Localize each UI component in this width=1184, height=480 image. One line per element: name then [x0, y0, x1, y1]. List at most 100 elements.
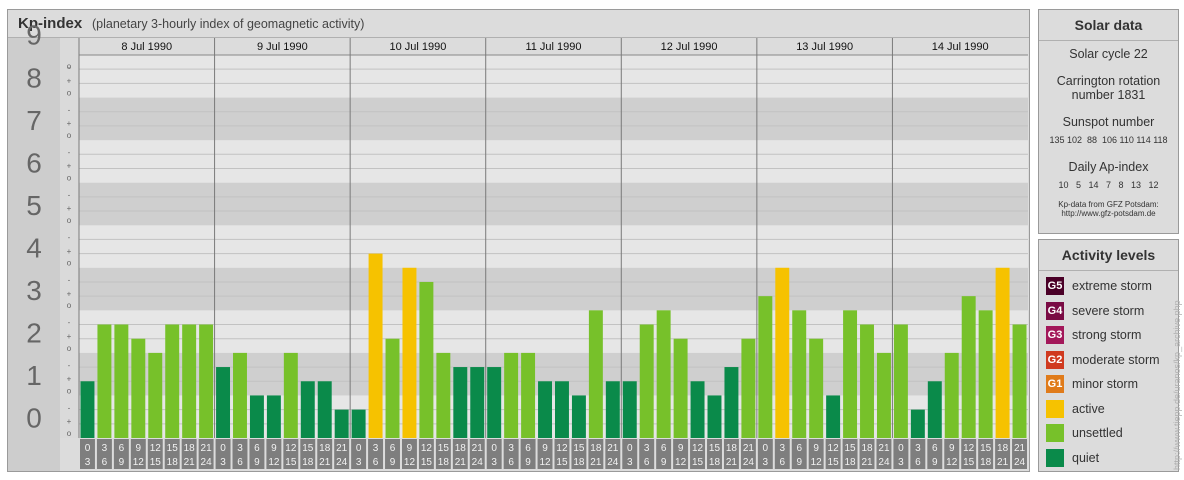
interval-cell: [605, 439, 621, 469]
activity-level-label: unsettled: [1072, 426, 1123, 440]
interval-end-label: 3: [491, 457, 497, 468]
kp-bar: [317, 381, 332, 438]
kp-bar: [860, 324, 874, 438]
interval-cell: [622, 439, 638, 469]
interval-start-label: 6: [525, 443, 531, 454]
interval-start-label: 15: [845, 443, 857, 454]
kp-band: [79, 310, 1028, 353]
interval-end-label: 12: [404, 457, 416, 468]
interval-cell: [876, 439, 892, 469]
kp-bar: [453, 367, 468, 438]
interval-start-label: 9: [678, 443, 684, 454]
interval-start-label: 15: [302, 443, 314, 454]
interval-start-label: 21: [743, 443, 755, 454]
interval-end-label: 18: [302, 457, 314, 468]
kp-bar: [809, 338, 824, 438]
interval-cell: [944, 439, 960, 469]
kp-bar: [555, 381, 569, 438]
interval-cell: [893, 439, 909, 469]
interval-cell: [978, 439, 994, 469]
kp-bar: [843, 310, 858, 438]
interval-start-label: 9: [949, 443, 955, 454]
interval-cell: [1012, 439, 1027, 469]
kp-bar: [741, 338, 756, 438]
interval-end-label: 15: [692, 457, 704, 468]
kp-band: [79, 225, 1028, 268]
kp-bar: [470, 367, 485, 438]
interval-cell: [351, 439, 367, 469]
y-tick-label: 0: [26, 403, 42, 434]
data-source-label: Kp-data from GFZ Potsdam:: [1058, 200, 1159, 209]
interval-start-label: 0: [85, 443, 91, 454]
interval-start-label: 15: [709, 443, 721, 454]
interval-cell: [503, 439, 519, 469]
interval-end-label: 18: [573, 457, 585, 468]
interval-end-label: 15: [556, 457, 568, 468]
interval-cell: [113, 439, 129, 469]
solar-cycle: Solar cycle 22: [1069, 47, 1148, 61]
interval-start-label: 0: [356, 443, 362, 454]
sunspot-number-title: Sunspot number: [1062, 115, 1155, 129]
interval-start-label: 6: [932, 443, 938, 454]
kp-bar: [402, 267, 417, 438]
interval-start-label: 0: [627, 443, 633, 454]
kp-bar: [673, 338, 688, 438]
interval-start-label: 3: [508, 443, 514, 454]
interval-cell: [673, 439, 689, 469]
interval-start-label: 18: [319, 443, 331, 454]
interval-end-label: 3: [763, 457, 769, 468]
interval-start-label: 15: [573, 443, 585, 454]
interval-cell: [791, 439, 807, 469]
kp-bar: [199, 324, 214, 438]
kp-bar: [961, 296, 976, 438]
daily-ap-values: 10 5 14 7 8 13 12: [1058, 180, 1159, 190]
interval-end-label: 6: [779, 457, 785, 468]
interval-start-label: 18: [726, 443, 738, 454]
activity-level-label: extreme storm: [1072, 279, 1152, 293]
interval-start-label: 12: [421, 443, 433, 454]
minor-tick-marker: o: [67, 259, 72, 268]
minor-tick-marker: +: [67, 162, 72, 171]
interval-cell: [571, 439, 587, 469]
interval-cell: [232, 439, 248, 469]
interval-start-label: 12: [963, 443, 975, 454]
kp-bar: [249, 395, 264, 438]
interval-cell: [147, 439, 163, 469]
activity-level-swatch: [1046, 448, 1064, 467]
interval-end-label: 9: [390, 457, 396, 468]
kp-bar: [656, 310, 671, 438]
sunspot-number-values: 135 102 88 106 110 114 118: [1049, 135, 1168, 145]
minor-tick-marker: o: [67, 62, 72, 71]
y-tick-label: 7: [26, 105, 42, 136]
kp-bar: [927, 381, 942, 438]
interval-end-label: 3: [356, 457, 362, 468]
interval-cell: [808, 439, 824, 469]
minor-tick-marker: o: [67, 174, 72, 183]
minor-tick-marker: o: [67, 344, 72, 353]
kp-chart-panel: Kp-index (planetary 3-hourly index of ge…: [7, 9, 1030, 472]
minor-tick-marker: -: [68, 105, 71, 114]
interval-start-label: 6: [390, 443, 396, 454]
interval-cell: [418, 439, 434, 469]
interval-end-label: 9: [254, 457, 260, 468]
interval-end-label: 12: [268, 457, 280, 468]
kp-bar: [266, 395, 281, 438]
chart-title: Kp-index: [18, 15, 83, 32]
interval-end-label: 9: [661, 457, 667, 468]
interval-end-label: 12: [946, 457, 958, 468]
minor-tick-marker: +: [67, 332, 72, 341]
y-axis-column: [8, 38, 60, 471]
interval-cell: [300, 439, 316, 469]
kp-bar: [995, 267, 1010, 438]
interval-end-label: 9: [119, 457, 125, 468]
kp-bar: [368, 253, 383, 438]
interval-cell: [690, 439, 706, 469]
kp-bar: [707, 395, 722, 438]
minor-tick-marker: -: [68, 403, 71, 412]
kp-bar: [622, 381, 637, 438]
minor-tick-marker: -: [68, 361, 71, 370]
interval-start-label: 0: [763, 443, 769, 454]
interval-start-label: 21: [607, 443, 619, 454]
interval-end-label: 24: [607, 457, 619, 468]
minor-tick-marker: o: [67, 88, 72, 97]
